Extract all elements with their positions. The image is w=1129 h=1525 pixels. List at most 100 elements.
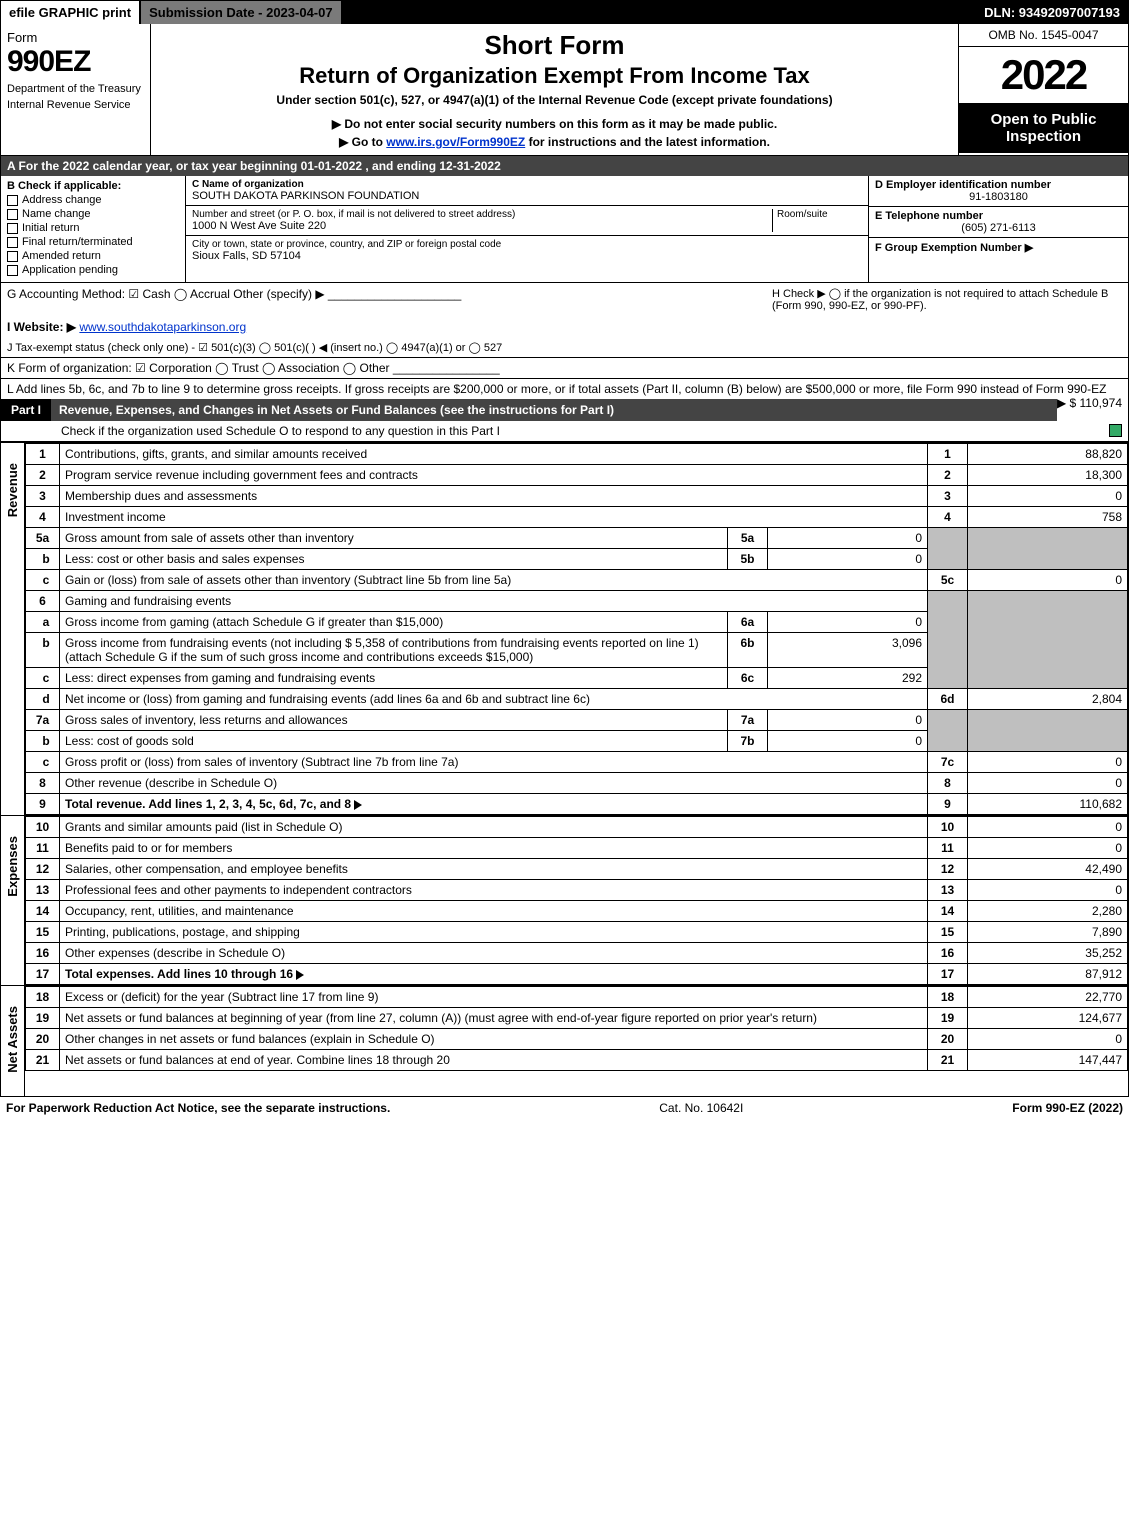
phone-value: (605) 271-6113	[875, 222, 1122, 234]
table-row: 20Other changes in net assets or fund ba…	[26, 1029, 1128, 1050]
net-assets-section: Net Assets 18Excess or (deficit) for the…	[1, 985, 1128, 1096]
website-link[interactable]: www.southdakotaparkinson.org	[79, 320, 246, 334]
efile-print-label[interactable]: efile GRAPHIC print	[1, 1, 141, 24]
box-d: D Employer identification number 91-1803…	[869, 176, 1128, 207]
footer-form-ref: Form 990-EZ (2022)	[1012, 1101, 1123, 1115]
open-public-box: Open to Public Inspection	[959, 103, 1128, 153]
table-row: 8Other revenue (describe in Schedule O)8…	[26, 773, 1128, 794]
org-address: 1000 N West Ave Suite 220	[192, 220, 772, 232]
dept-label: Department of the Treasury	[7, 83, 144, 95]
net-assets-side-label: Net Assets	[1, 986, 25, 1096]
revenue-section: Revenue 1Contributions, gifts, grants, a…	[1, 442, 1128, 815]
header-right: OMB No. 1545-0047 2022 Open to Public In…	[958, 24, 1128, 155]
block-b-to-f: B Check if applicable: Address change Na…	[1, 176, 1128, 283]
expenses-side-label: Expenses	[1, 816, 25, 985]
line-h: H Check ▶ ◯ if the organization is not r…	[772, 287, 1122, 312]
title-short-form: Short Form	[161, 30, 948, 61]
part-1-header: Part I Revenue, Expenses, and Changes in…	[1, 399, 1057, 421]
table-row: 1Contributions, gifts, grants, and simil…	[26, 444, 1128, 465]
table-row: cGross profit or (loss) from sales of in…	[26, 752, 1128, 773]
revenue-table: 1Contributions, gifts, grants, and simil…	[25, 443, 1128, 815]
chk-application-pending[interactable]: Application pending	[7, 264, 179, 276]
tax-year: 2022	[959, 47, 1128, 103]
box-b-label: B Check if applicable:	[7, 180, 179, 192]
org-city-row: City or town, state or province, country…	[186, 236, 868, 265]
line-a: A For the 2022 calendar year, or tax yea…	[1, 156, 1128, 176]
table-row: 15Printing, publications, postage, and s…	[26, 922, 1128, 943]
schedule-o-check: Check if the organization used Schedule …	[1, 421, 1128, 442]
irs-label: Internal Revenue Service	[7, 99, 144, 111]
checkbox-icon	[7, 223, 18, 234]
subtitle-ssn: ▶ Do not enter social security numbers o…	[161, 117, 948, 131]
net-assets-table: 18Excess or (deficit) for the year (Subt…	[25, 986, 1128, 1071]
box-e: E Telephone number (605) 271-6113	[869, 207, 1128, 238]
box-d-e-f: D Employer identification number 91-1803…	[868, 176, 1128, 282]
org-name-row: C Name of organization SOUTH DAKOTA PARK…	[186, 176, 868, 206]
submission-date: Submission Date - 2023-04-07	[141, 1, 343, 24]
line-g-h: G Accounting Method: ☑ Cash ◯ Accrual Ot…	[1, 283, 1128, 316]
part-1-title: Revenue, Expenses, and Changes in Net As…	[51, 399, 1057, 421]
checkbox-icon	[7, 195, 18, 206]
chk-amended-return[interactable]: Amended return	[7, 250, 179, 262]
footer-left: For Paperwork Reduction Act Notice, see …	[6, 1101, 390, 1115]
title-return: Return of Organization Exempt From Incom…	[161, 63, 948, 89]
table-row: cGain or (loss) from sale of assets othe…	[26, 570, 1128, 591]
triangle-icon	[354, 800, 362, 810]
line-k: K Form of organization: ☑ Corporation ◯ …	[1, 357, 1128, 378]
org-city: Sioux Falls, SD 57104	[192, 250, 862, 262]
expenses-section: Expenses 10Grants and similar amounts pa…	[1, 815, 1128, 985]
part-1-tab: Part I	[1, 399, 51, 421]
ein-value: 91-1803180	[875, 191, 1122, 203]
subtitle-goto: ▶ Go to www.irs.gov/Form990EZ for instru…	[161, 135, 948, 149]
box-c: C Name of organization SOUTH DAKOTA PARK…	[186, 176, 868, 282]
table-row: 2Program service revenue including gover…	[26, 465, 1128, 486]
chk-final-return[interactable]: Final return/terminated	[7, 236, 179, 248]
table-row: 13Professional fees and other payments t…	[26, 880, 1128, 901]
table-row: 5aGross amount from sale of assets other…	[26, 528, 1128, 549]
page-footer: For Paperwork Reduction Act Notice, see …	[0, 1097, 1129, 1119]
org-addr-row: Number and street (or P. O. box, if mail…	[186, 206, 868, 236]
line-l: L Add lines 5b, 6c, and 7b to line 9 to …	[1, 378, 1128, 399]
box-b: B Check if applicable: Address change Na…	[1, 176, 186, 282]
table-row: 11Benefits paid to or for members110	[26, 838, 1128, 859]
chk-name-change[interactable]: Name change	[7, 208, 179, 220]
line-g: G Accounting Method: ☑ Cash ◯ Accrual Ot…	[7, 287, 772, 312]
org-name: SOUTH DAKOTA PARKINSON FOUNDATION	[192, 190, 862, 202]
table-row: 10Grants and similar amounts paid (list …	[26, 817, 1128, 838]
table-row: 4Investment income4758	[26, 507, 1128, 528]
checkbox-icon	[7, 237, 18, 248]
room-suite: Room/suite	[772, 209, 862, 232]
top-bar: efile GRAPHIC print Submission Date - 20…	[1, 1, 1128, 24]
subtitle-section: Under section 501(c), 527, or 4947(a)(1)…	[161, 93, 948, 107]
table-row: dNet income or (loss) from gaming and fu…	[26, 689, 1128, 710]
footer-cat-no: Cat. No. 10642I	[390, 1101, 1012, 1115]
table-row: 21Net assets or fund balances at end of …	[26, 1050, 1128, 1071]
chk-address-change[interactable]: Address change	[7, 194, 179, 206]
line-l-amount: ▶ $ 110,974	[1057, 396, 1122, 410]
omb-number: OMB No. 1545-0047	[959, 24, 1128, 47]
table-row: 17Total expenses. Add lines 10 through 1…	[26, 964, 1128, 985]
form-container: efile GRAPHIC print Submission Date - 20…	[0, 0, 1129, 1097]
checkbox-icon	[7, 265, 18, 276]
form-number: 990EZ	[7, 45, 144, 79]
table-row: 18Excess or (deficit) for the year (Subt…	[26, 987, 1128, 1008]
checkbox-icon	[7, 251, 18, 262]
header-left: Form 990EZ Department of the Treasury In…	[1, 24, 151, 155]
form-header: Form 990EZ Department of the Treasury In…	[1, 24, 1128, 156]
chk-initial-return[interactable]: Initial return	[7, 222, 179, 234]
table-row: 7aGross sales of inventory, less returns…	[26, 710, 1128, 731]
box-f: F Group Exemption Number ▶	[869, 238, 1128, 257]
triangle-icon	[296, 970, 304, 980]
table-row: 19Net assets or fund balances at beginni…	[26, 1008, 1128, 1029]
table-row: 12Salaries, other compensation, and empl…	[26, 859, 1128, 880]
table-row: 6Gaming and fundraising events	[26, 591, 1128, 612]
table-row: 16Other expenses (describe in Schedule O…	[26, 943, 1128, 964]
checkbox-icon	[7, 209, 18, 220]
table-row: 14Occupancy, rent, utilities, and mainte…	[26, 901, 1128, 922]
dln-number: DLN: 93492097007193	[976, 1, 1128, 24]
line-j: J Tax-exempt status (check only one) - ☑…	[1, 337, 1128, 357]
table-row: 3Membership dues and assessments30	[26, 486, 1128, 507]
irs-link[interactable]: www.irs.gov/Form990EZ	[386, 135, 525, 149]
header-middle: Short Form Return of Organization Exempt…	[151, 24, 958, 155]
expenses-table: 10Grants and similar amounts paid (list …	[25, 816, 1128, 985]
